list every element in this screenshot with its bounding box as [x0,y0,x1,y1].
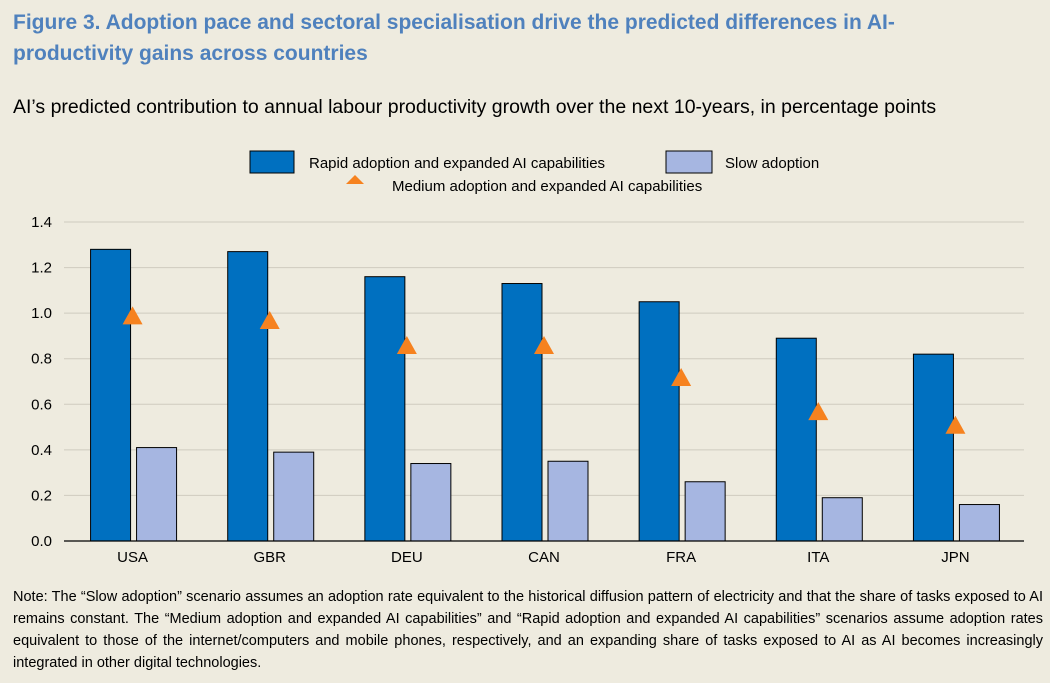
bar-rapid-can [501,283,543,542]
bar-rapid-gbr [227,251,269,542]
chart-legend: Rapid adoption and expanded AI capabilit… [249,150,819,195]
legend-label-rapid: Rapid adoption and expanded AI capabilit… [309,155,605,172]
legend-label-slow: Slow adoption [725,155,819,172]
bar-rapid-fra [638,301,680,542]
figure-subtitle: AI’s predicted contribution to annual la… [13,96,937,118]
y-tick-label: 0.8 [31,351,52,368]
marker-medium-jpn [945,415,966,434]
marker-medium-fra [671,367,692,386]
bar-rapid-ita [775,337,817,542]
triangle-markers [122,306,966,434]
legend-swatch-rapid [249,150,295,174]
bar-rapid-usa [90,248,132,542]
y-tick-label: 0.4 [31,442,52,459]
y-tick-label: 1.4 [31,214,52,231]
marker-medium-usa [122,306,143,325]
bar-slow-gbr [273,451,315,542]
y-tick-label: 0.0 [31,533,52,550]
bar-slow-can [547,460,589,542]
bar-slow-ita [821,497,863,542]
bar-chart: Rapid adoption and expanded AI capabilit… [31,150,1024,566]
legend-label-medium: Medium adoption and expanded AI capabili… [392,178,702,195]
bar-slow-fra [684,481,726,542]
bar-rapid-deu [364,276,406,542]
marker-medium-deu [396,336,417,355]
y-tick-label: 0.2 [31,487,52,504]
x-axis-labels: USA GBR DEU CAN FRA ITA JPN [117,549,969,566]
figure-note: Note: The “Slow adoption” scenario assum… [13,589,1043,671]
y-axis-ticks: 0.0 0.2 0.4 0.6 0.8 1.0 1.2 1.4 [31,214,52,550]
bar-slow-jpn [958,504,1000,542]
legend-marker-medium [346,175,364,184]
bar-slow-usa [136,447,178,542]
x-tick-label: DEU [391,549,423,566]
bar-rapid-jpn [912,353,954,542]
marker-medium-ita [808,402,829,421]
marker-medium-gbr [259,310,280,329]
x-tick-label: GBR [253,549,286,566]
marker-medium-can [534,336,554,355]
x-tick-label: FRA [666,549,696,566]
x-tick-label: ITA [807,549,829,566]
y-tick-label: 1.2 [31,260,52,277]
x-tick-label: JPN [941,549,969,566]
x-tick-label: USA [117,549,148,566]
y-tick-label: 1.0 [31,305,52,322]
figure-title: Figure 3. Adoption pace and sectoral spe… [13,11,895,65]
y-tick-label: 0.6 [31,396,52,413]
bars [90,248,1000,542]
grid-lines [64,221,1024,496]
legend-swatch-slow [665,150,713,174]
x-tick-label: CAN [528,549,560,566]
bar-slow-deu [410,463,452,542]
